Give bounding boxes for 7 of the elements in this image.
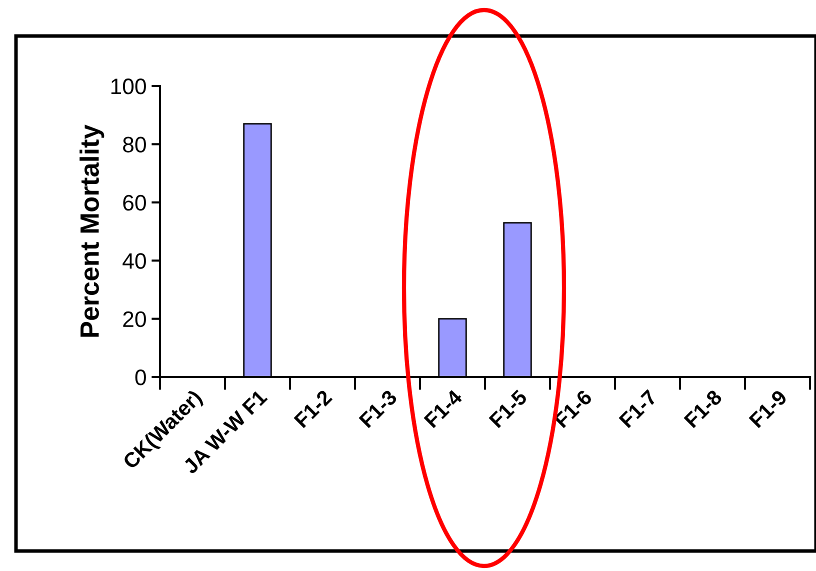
y-tick-label: 20 — [123, 311, 146, 328]
y-tick-label: 100 — [111, 78, 146, 94]
y-tick-label: 60 — [123, 194, 146, 211]
y-axis-title: Percent Mortality — [80, 124, 104, 337]
y-tick-label: 0 — [135, 370, 146, 386]
y-tick-label: 40 — [122, 253, 146, 269]
y-tick-label: 80 — [123, 136, 146, 152]
